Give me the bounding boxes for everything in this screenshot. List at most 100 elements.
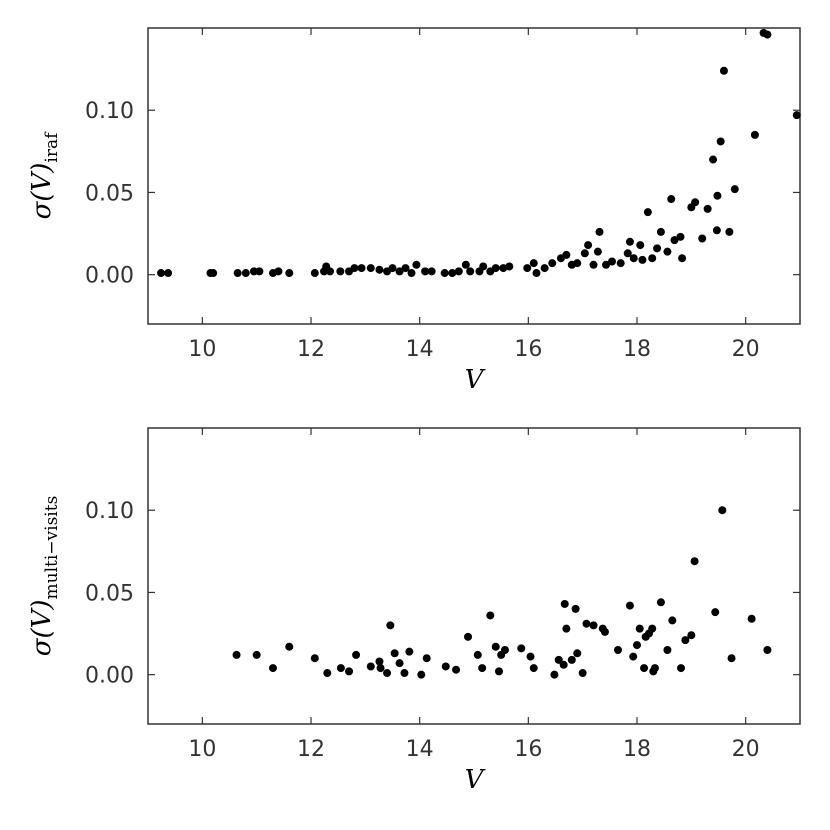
y-axis-label: σ(V)iraf: [27, 131, 62, 220]
data-point: [252, 650, 261, 659]
data-point: [395, 267, 404, 276]
data-point: [448, 269, 457, 278]
data-point: [589, 621, 598, 630]
y-axis-label-main: σ(V): [27, 163, 57, 220]
data-point: [401, 264, 410, 273]
data-point: [375, 265, 384, 274]
data-point: [602, 260, 611, 269]
data-point: [600, 627, 609, 636]
data-point: [441, 662, 450, 671]
data-point: [727, 654, 736, 663]
data-point: [725, 227, 734, 236]
data-point: [400, 669, 409, 678]
data-point: [559, 660, 568, 669]
data-point: [479, 262, 488, 271]
data-point: [573, 259, 582, 268]
data-point: [635, 624, 644, 633]
data-point: [350, 264, 359, 273]
data-point: [285, 642, 294, 651]
data-point: [464, 632, 473, 641]
data-point: [589, 260, 598, 269]
data-point: [323, 669, 332, 678]
data-point: [454, 267, 463, 276]
y-tick-label: 0.10: [85, 99, 134, 124]
data-point: [747, 614, 756, 623]
data-point: [623, 249, 632, 258]
data-point: [653, 244, 662, 253]
data-point: [687, 631, 696, 640]
data-point: [562, 624, 571, 633]
data-point: [709, 155, 718, 164]
y-axis-label-sub: iraf: [42, 131, 62, 163]
data-point: [650, 664, 659, 673]
data-point: [562, 250, 571, 259]
data-point: [595, 227, 604, 236]
data-point: [567, 655, 576, 664]
data-point: [667, 195, 676, 204]
data-point: [241, 269, 250, 278]
x-tick-label: 20: [732, 737, 760, 762]
data-point: [345, 667, 354, 676]
x-tick-label: 16: [514, 737, 542, 762]
data-point: [580, 249, 589, 258]
data-point: [593, 247, 602, 256]
data-point: [376, 664, 385, 673]
data-point: [505, 262, 514, 271]
data-point: [164, 269, 173, 278]
data-point: [713, 191, 722, 200]
data-point: [703, 204, 712, 213]
data-point: [716, 137, 725, 146]
data-point: [712, 226, 721, 235]
data-point: [656, 598, 665, 607]
data-point: [648, 624, 657, 633]
data-point: [571, 604, 580, 613]
data-point: [656, 227, 665, 236]
data-point: [676, 232, 685, 241]
data-point: [357, 264, 366, 273]
data-point: [494, 667, 503, 676]
data-point: [718, 506, 727, 515]
data-point: [668, 616, 677, 625]
data-point: [209, 269, 218, 278]
data-point: [366, 662, 375, 671]
data-point: [636, 241, 645, 250]
data-point: [625, 601, 634, 610]
axes-frame: [147, 427, 801, 725]
data-point: [422, 654, 431, 663]
data-point: [523, 264, 532, 273]
data-point: [517, 644, 526, 653]
data-point: [792, 111, 801, 120]
x-tick-label: 16: [514, 337, 542, 362]
data-point: [625, 237, 634, 246]
data-point: [648, 254, 657, 263]
data-point: [383, 669, 392, 678]
data-point: [677, 664, 686, 673]
x-tick-label: 14: [406, 337, 434, 362]
data-point: [390, 649, 399, 658]
data-point: [386, 621, 395, 630]
data-point: [584, 241, 593, 250]
x-tick-label: 20: [732, 337, 760, 362]
data-point: [336, 664, 345, 673]
data-point: [352, 650, 361, 659]
data-point: [473, 650, 482, 659]
y-tick-label: 0.00: [85, 264, 134, 289]
data-point: [763, 646, 772, 654]
data-point: [670, 236, 679, 245]
data-point: [421, 267, 430, 276]
x-tick-label: 10: [188, 737, 216, 762]
data-point: [529, 259, 538, 268]
data-point: [550, 670, 559, 679]
data-point: [417, 670, 426, 679]
data-point: [310, 269, 319, 278]
data-point: [573, 649, 582, 658]
data-point: [375, 657, 384, 666]
data-point: [691, 198, 700, 207]
data-point: [268, 664, 277, 673]
data-point: [461, 260, 470, 269]
data-point: [681, 636, 690, 645]
data-point: [491, 264, 500, 273]
data-point: [232, 650, 241, 659]
data-point: [554, 655, 563, 664]
